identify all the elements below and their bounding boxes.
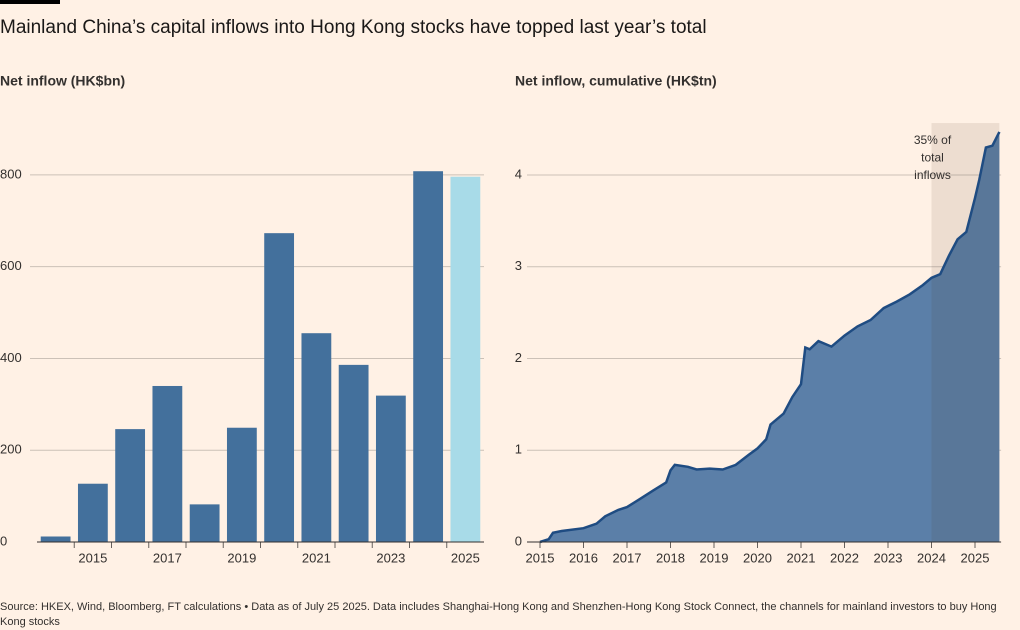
x-tick-label: 2023 bbox=[874, 550, 903, 565]
y-tick-label: 0 bbox=[0, 533, 7, 548]
bar bbox=[338, 364, 369, 542]
x-tick-label: 2021 bbox=[787, 550, 816, 565]
x-tick-label: 2025 bbox=[961, 550, 990, 565]
area bbox=[540, 131, 1000, 542]
annotation: total bbox=[921, 151, 944, 165]
y-tick-label: 0 bbox=[515, 533, 522, 548]
chart: Mainland China’s capital inflows into Ho… bbox=[0, 0, 1002, 565]
bar bbox=[375, 395, 406, 542]
x-tick-label: 2015 bbox=[78, 550, 107, 565]
bar bbox=[189, 504, 220, 542]
x-tick-label: 2020 bbox=[743, 550, 772, 565]
y-tick-label: 200 bbox=[0, 442, 22, 457]
annotation: inflows bbox=[914, 168, 951, 182]
bar bbox=[40, 536, 71, 542]
bar bbox=[301, 333, 332, 542]
x-tick-label: 2017 bbox=[153, 550, 182, 565]
y-tick-label: 800 bbox=[0, 166, 22, 181]
bar bbox=[413, 171, 444, 542]
y-tick-label: 400 bbox=[0, 350, 22, 365]
y-axis-title: Net inflow, cumulative (HK$tn) bbox=[515, 73, 717, 89]
bar bbox=[77, 483, 108, 542]
x-tick-label: 2015 bbox=[526, 550, 555, 565]
x-tick-label: 2024 bbox=[917, 550, 946, 565]
y-tick-label: 4 bbox=[515, 166, 522, 181]
x-tick-label: 2017 bbox=[613, 550, 642, 565]
highlight-band bbox=[931, 123, 1000, 542]
x-tick-label: 2016 bbox=[569, 550, 598, 565]
y-tick-label: 2 bbox=[515, 350, 522, 365]
x-tick-label: 2021 bbox=[302, 550, 331, 565]
y-tick-label: 1 bbox=[515, 442, 522, 457]
y-tick-label: 600 bbox=[0, 258, 22, 273]
y-tick-label: 3 bbox=[515, 258, 522, 273]
x-tick-label: 2023 bbox=[376, 550, 405, 565]
bar bbox=[115, 429, 146, 542]
x-tick-label: 2022 bbox=[830, 550, 859, 565]
x-tick-label: 2019 bbox=[700, 550, 729, 565]
source: Source: HKEX, Wind, Bloomberg, FT calcul… bbox=[0, 601, 997, 628]
x-tick-label: 2019 bbox=[227, 550, 256, 565]
y-axis-title: Net inflow (HK$bn) bbox=[0, 73, 125, 89]
bar bbox=[450, 176, 481, 543]
bar bbox=[264, 233, 295, 542]
brand-bar bbox=[0, 0, 60, 4]
annotation: 35% of bbox=[914, 133, 952, 147]
bar bbox=[226, 427, 257, 542]
line bbox=[539, 131, 1001, 544]
x-tick-label: 2018 bbox=[656, 550, 685, 565]
chart-title: Mainland China’s capital inflows into Ho… bbox=[0, 17, 707, 38]
bar bbox=[152, 385, 183, 542]
x-tick-label: 2025 bbox=[451, 550, 480, 565]
